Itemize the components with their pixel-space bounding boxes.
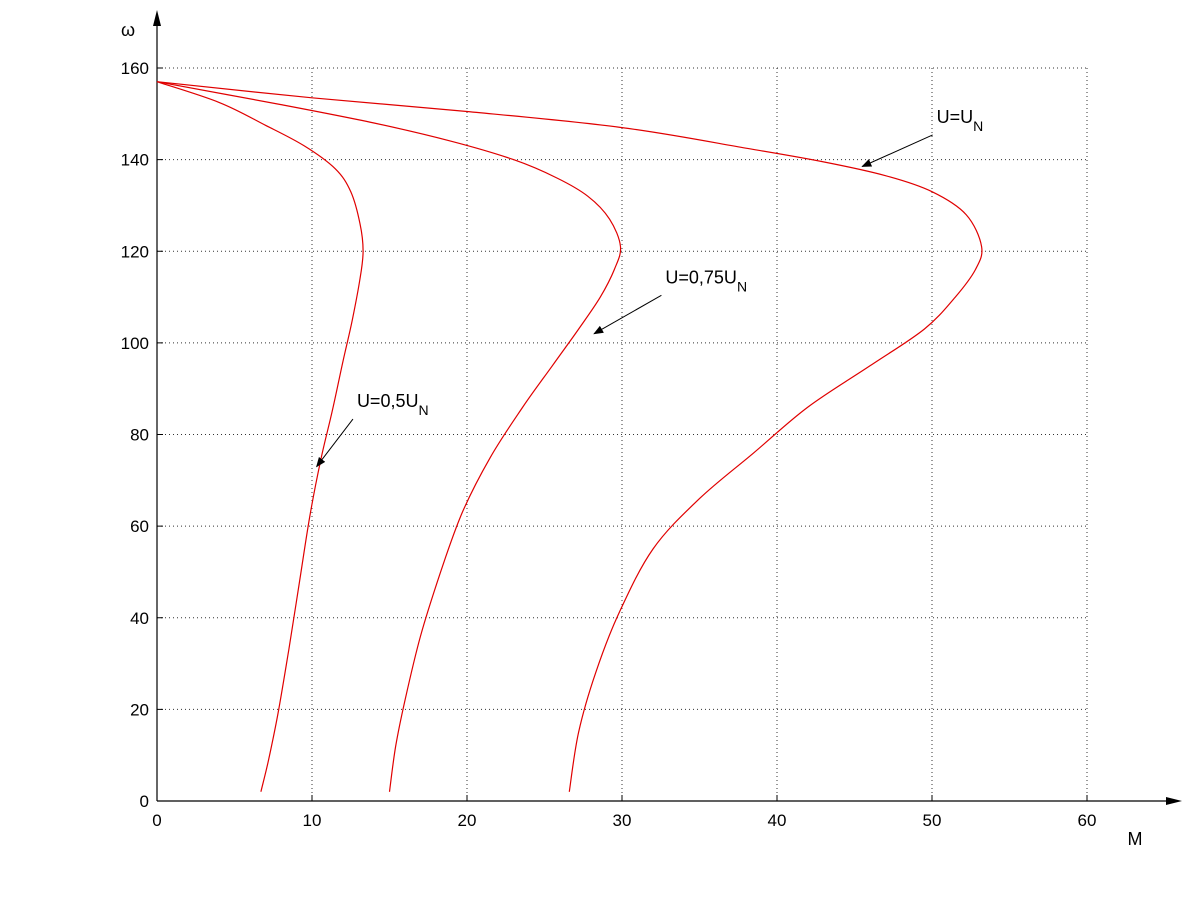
x-tick-label-60: 60 <box>1078 811 1097 830</box>
y-tick-label-60: 60 <box>130 517 149 536</box>
x-tick-label-10: 10 <box>303 811 322 830</box>
y-tick-label-40: 40 <box>130 609 149 628</box>
annotation-arrow-3 <box>861 134 933 167</box>
y-axis-arrow <box>153 10 161 26</box>
x-axis-label: M <box>1128 829 1143 849</box>
annotation-label-2: U=0,75UN <box>665 267 747 294</box>
annotation-arrow-1 <box>316 418 354 468</box>
x-axis-arrow <box>1166 797 1182 805</box>
y-tick-label-20: 20 <box>130 700 149 719</box>
y-tick-label-140: 140 <box>121 151 149 170</box>
series-line-1 <box>156 81 364 792</box>
annotations: U=0,5UN U=0,75UN U=UN <box>316 107 984 468</box>
y-axis-label: ω <box>121 20 135 40</box>
x-tick-label-40: 40 <box>768 811 787 830</box>
series-line-3 <box>156 81 983 792</box>
y-tick-label-100: 100 <box>121 334 149 353</box>
y-tick-label-160: 160 <box>121 59 149 78</box>
x-tick-label-0: 0 <box>152 811 161 830</box>
x-tick-label-30: 30 <box>613 811 632 830</box>
axes <box>153 10 1182 805</box>
y-tick-label-120: 120 <box>121 242 149 261</box>
annotation-label-3: U=UN <box>937 107 984 134</box>
y-tick-label-80: 80 <box>130 426 149 445</box>
annotation-label-1: U=0,5UN <box>357 391 429 418</box>
annotation-arrow-2 <box>593 294 662 335</box>
ticks: 0 10 20 30 40 50 60 0 20 40 60 80 100 120 140 160 <box>121 59 1097 830</box>
x-tick-label-20: 20 <box>458 811 477 830</box>
y-tick-label-0: 0 <box>140 792 149 811</box>
x-tick-label-50: 50 <box>923 811 942 830</box>
series <box>156 81 983 792</box>
series-line-2 <box>156 81 622 792</box>
grid <box>157 67 1088 801</box>
